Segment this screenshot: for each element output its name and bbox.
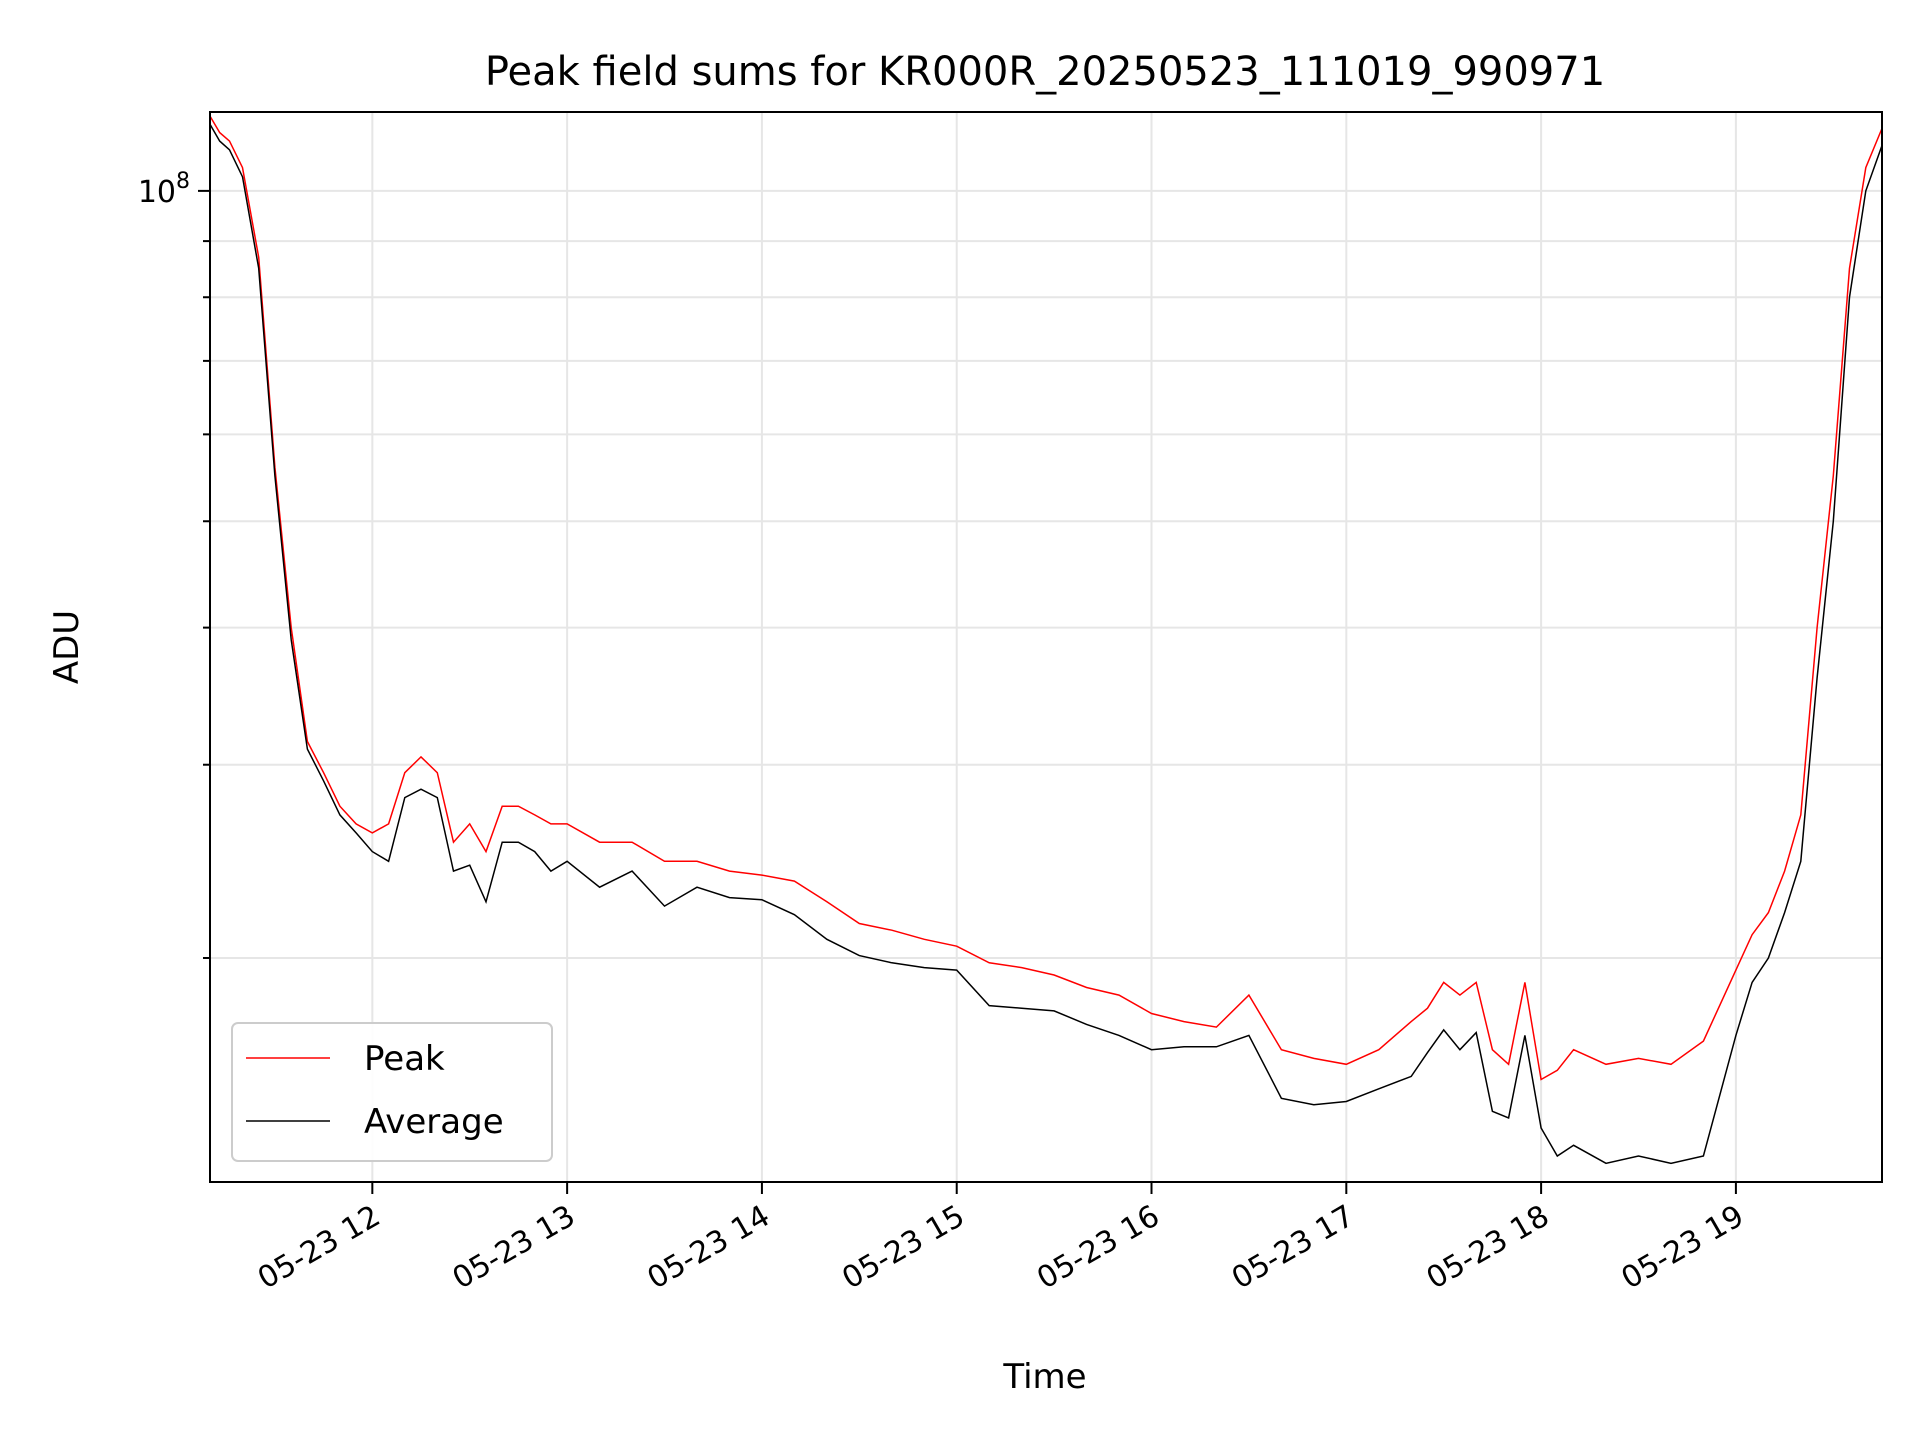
legend-label-average: Average <box>364 1102 504 1142</box>
series-line-peak <box>209 115 1883 1081</box>
legend-label-peak: Peak <box>364 1039 445 1079</box>
y-axis-ticks: 108 <box>138 169 210 959</box>
legend: Peak Average <box>231 1022 553 1162</box>
grid-lines <box>210 112 1882 1182</box>
y-axis-label: ADU <box>47 610 87 684</box>
plot-data-area <box>209 115 1883 1165</box>
x-axis-label: Time <box>1002 1357 1086 1397</box>
chart-title: Peak field sums for KR000R_20250523_1110… <box>485 49 1605 95</box>
series-line-average <box>209 123 1883 1165</box>
y-tick-label: 108 <box>138 169 190 210</box>
plot-frame <box>209 111 1883 1183</box>
